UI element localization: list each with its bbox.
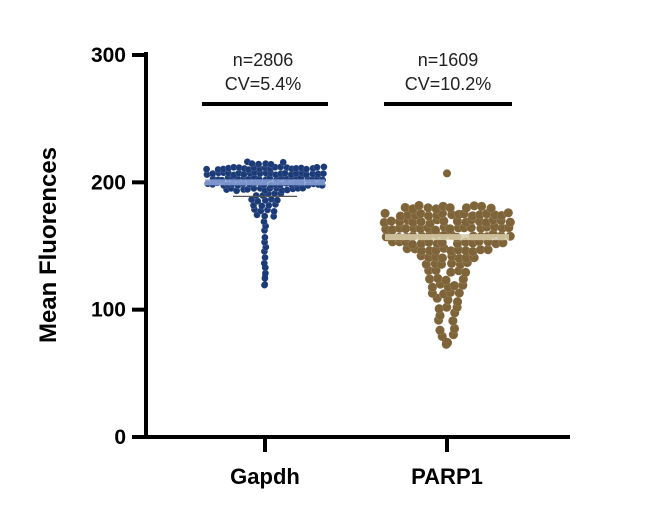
data-point bbox=[261, 212, 269, 220]
data-point bbox=[505, 217, 516, 228]
data-point bbox=[267, 160, 275, 169]
data-point bbox=[261, 233, 269, 242]
mean-band bbox=[385, 234, 509, 241]
data-point bbox=[452, 296, 463, 307]
data-point bbox=[441, 275, 451, 286]
mean-band bbox=[205, 179, 325, 186]
data-point bbox=[302, 165, 311, 173]
data-point bbox=[454, 288, 465, 298]
annotation-cv-parp1: CV=10.2% bbox=[405, 74, 492, 94]
y-tick-label: 100 bbox=[91, 299, 126, 322]
data-point bbox=[486, 203, 496, 214]
data-point bbox=[447, 315, 458, 326]
data-point bbox=[261, 253, 269, 262]
data-point bbox=[386, 216, 397, 226]
data-point bbox=[279, 158, 287, 167]
outlier-point bbox=[443, 169, 451, 178]
data-point bbox=[449, 280, 460, 291]
data-point bbox=[476, 201, 487, 212]
data-point bbox=[460, 267, 471, 278]
data-point bbox=[258, 202, 266, 210]
data-point bbox=[252, 191, 260, 200]
data-point bbox=[254, 160, 263, 168]
swarm-gapdh bbox=[202, 158, 328, 289]
data-point bbox=[423, 202, 433, 213]
data-point bbox=[445, 267, 456, 278]
data-point bbox=[445, 223, 455, 234]
mean-bands bbox=[205, 179, 509, 241]
data-point bbox=[437, 253, 448, 263]
data-point bbox=[319, 169, 328, 178]
annotation-n-gapdh: n=2806 bbox=[233, 50, 294, 70]
y-axis-title: Mean Fluorences bbox=[35, 147, 62, 343]
swarm-parp1 bbox=[379, 169, 516, 350]
data-point bbox=[432, 273, 443, 284]
data-point bbox=[313, 163, 321, 172]
annotation-cv-gapdh: CV=5.4% bbox=[225, 74, 302, 94]
data-point bbox=[424, 274, 435, 284]
annotation-n-parp1: n=1609 bbox=[418, 50, 479, 70]
x-ticks: Gapdh PARP1 bbox=[230, 437, 483, 489]
data-point bbox=[320, 163, 328, 171]
y-tick-label: 300 bbox=[91, 44, 126, 67]
data-point bbox=[273, 196, 281, 204]
data-point bbox=[435, 325, 445, 336]
data-point bbox=[445, 202, 455, 213]
data-point bbox=[202, 165, 211, 173]
x-tick-label: Gapdh bbox=[230, 464, 300, 489]
y-tick-label: 200 bbox=[91, 171, 126, 194]
outlier-point bbox=[442, 337, 452, 348]
data-point bbox=[380, 208, 390, 219]
y-ticks: 0 100 200 300 bbox=[91, 44, 146, 449]
outlier-point bbox=[262, 273, 268, 280]
y-tick-label: 0 bbox=[114, 426, 126, 449]
data-point bbox=[270, 207, 278, 216]
data-point bbox=[503, 207, 514, 218]
outlier-point bbox=[262, 264, 268, 271]
data-point bbox=[248, 159, 256, 168]
outlier-point bbox=[262, 281, 268, 288]
x-tick-label: PARP1 bbox=[411, 464, 483, 489]
data-point bbox=[414, 200, 424, 211]
